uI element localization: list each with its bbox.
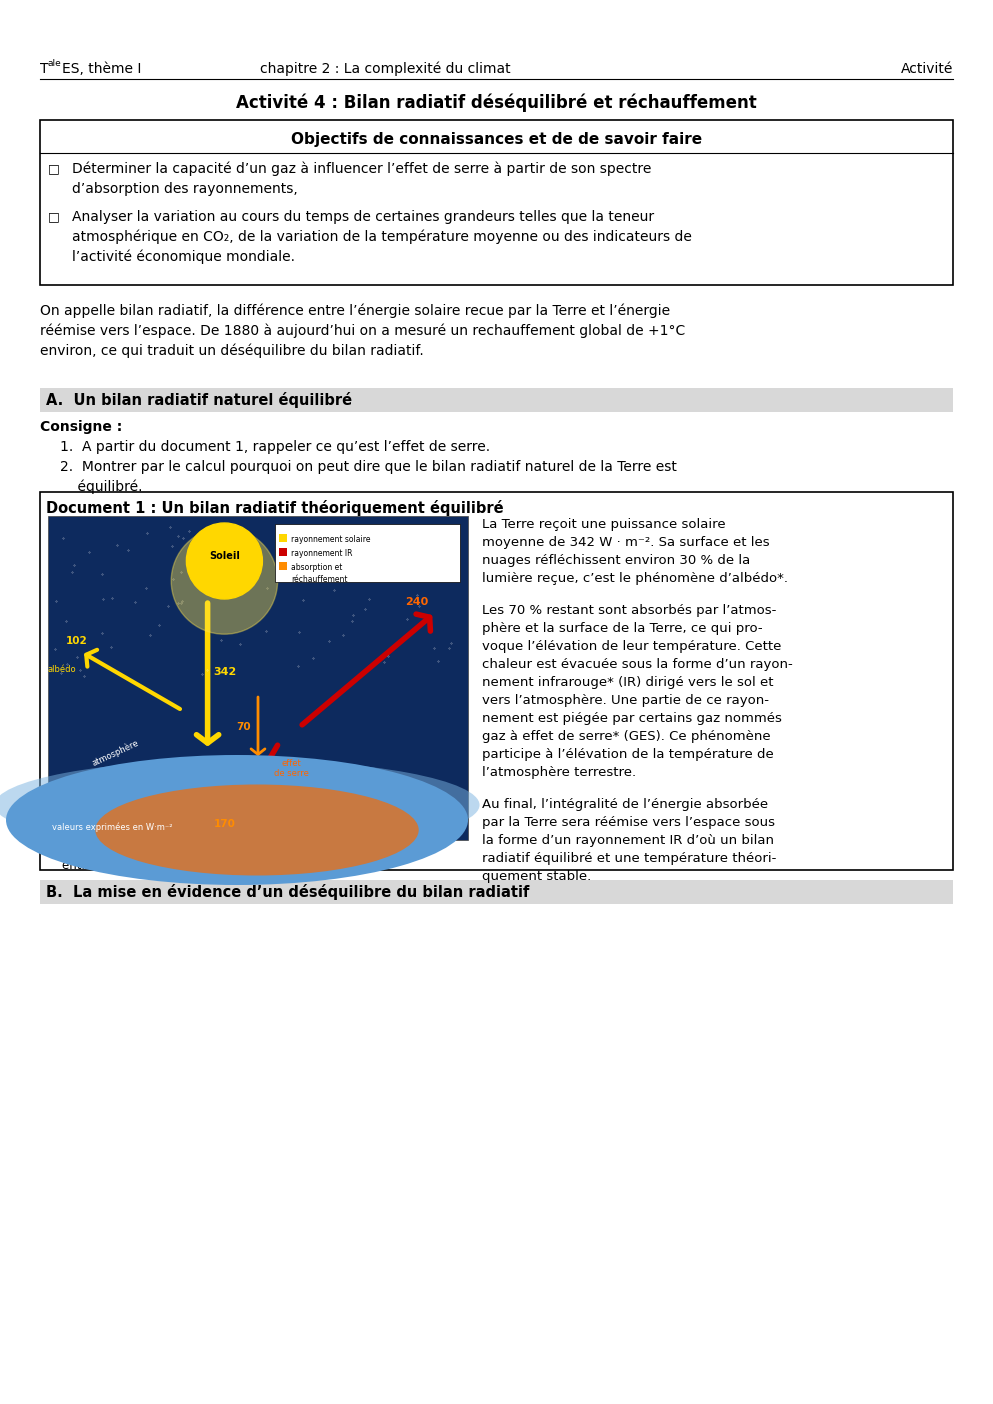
Text: □: □ xyxy=(48,211,60,223)
Text: absorption et: absorption et xyxy=(291,563,343,571)
Text: T: T xyxy=(40,62,49,76)
Text: 2.  Montrer par le calcul pourquoi on peut dire que le bilan radiatif naturel de: 2. Montrer par le calcul pourquoi on peu… xyxy=(60,461,677,475)
Text: lumière reçue, c’est le phénomène d’albédo*.: lumière reçue, c’est le phénomène d’albé… xyxy=(482,571,788,585)
Text: Au final, l’intégralité de l’énergie absorbée: Au final, l’intégralité de l’énergie abs… xyxy=(482,797,769,812)
Bar xyxy=(275,524,460,583)
Text: environ, ce qui traduit un déséquilibre du bilan radiatif.: environ, ce qui traduit un déséquilibre … xyxy=(40,343,424,358)
Ellipse shape xyxy=(0,760,480,851)
Text: nement infrarouge* (IR) dirigé vers le sol et: nement infrarouge* (IR) dirigé vers le s… xyxy=(482,675,774,689)
Bar xyxy=(48,517,468,840)
Text: 102: 102 xyxy=(66,636,87,646)
Bar xyxy=(40,119,953,285)
Circle shape xyxy=(187,524,262,600)
Text: voque l’élévation de leur température. Cette: voque l’élévation de leur température. C… xyxy=(482,640,781,653)
Bar xyxy=(40,491,953,870)
Text: 240: 240 xyxy=(405,597,428,607)
Bar xyxy=(279,548,287,556)
Text: quement stable.: quement stable. xyxy=(482,870,591,883)
Bar xyxy=(279,562,287,570)
Text: ale: ale xyxy=(48,59,62,67)
Text: ES, thème I: ES, thème I xyxy=(62,62,141,76)
Text: 342: 342 xyxy=(213,667,237,677)
Text: rayonnement IR: rayonnement IR xyxy=(291,549,353,557)
Text: nement est piégée par certains gaz nommés: nement est piégée par certains gaz nommé… xyxy=(482,712,781,724)
Text: Soleil: Soleil xyxy=(209,550,240,562)
Text: Le bilan radiatif terrestre résulte d’échanges complexes: Le bilan radiatif terrestre résulte d’éc… xyxy=(62,847,393,861)
Text: 1.  A partir du document 1, rappeler ce qu’est l’effet de serre.: 1. A partir du document 1, rappeler ce q… xyxy=(60,439,491,453)
Text: A.  Un bilan radiatif naturel équilibré: A. Un bilan radiatif naturel équilibré xyxy=(46,392,353,409)
Text: gaz à effet de serre* (GES). Ce phénomène: gaz à effet de serre* (GES). Ce phénomèn… xyxy=(482,730,771,743)
Text: réémise vers l’espace. De 1880 à aujourd’hui on a mesuré un rechauffement global: réémise vers l’espace. De 1880 à aujourd… xyxy=(40,323,685,337)
Text: d’absorption des rayonnements,: d’absorption des rayonnements, xyxy=(72,183,298,197)
Text: effet
de serre: effet de serre xyxy=(274,760,309,778)
Text: Objectifs de connaissances et de de savoir faire: Objectifs de connaissances et de de savo… xyxy=(291,132,702,147)
Text: On appelle bilan radiatif, la différence entre l’énergie solaire recue par la Te: On appelle bilan radiatif, la différence… xyxy=(40,303,670,317)
Text: B.  La mise en évidence d’un déséquilibre du bilan radiatif: B. La mise en évidence d’un déséquilibre… xyxy=(46,885,529,900)
Text: moyenne de 342 W · m⁻². Sa surface et les: moyenne de 342 W · m⁻². Sa surface et le… xyxy=(482,536,770,549)
Text: Document 1 : Un bilan radiatif théoriquement équilibré: Document 1 : Un bilan radiatif théorique… xyxy=(46,500,503,517)
Text: Les 70 % restant sont absorbés par l’atmos-: Les 70 % restant sont absorbés par l’atm… xyxy=(482,604,777,616)
Text: radiatif équilibré et une température théori-: radiatif équilibré et une température th… xyxy=(482,852,777,865)
Text: rayonnement solaire: rayonnement solaire xyxy=(291,535,370,543)
Text: 70: 70 xyxy=(236,722,251,731)
Text: l’activité économique mondiale.: l’activité économique mondiale. xyxy=(72,250,295,264)
Text: nuages réfléchissent environ 30 % de la: nuages réfléchissent environ 30 % de la xyxy=(482,555,751,567)
Text: Déterminer la capacité d’un gaz à influencer l’effet de serre à partir de son sp: Déterminer la capacité d’un gaz à influe… xyxy=(72,161,651,177)
Text: vers l’atmosphère. Une partie de ce rayon-: vers l’atmosphère. Une partie de ce rayo… xyxy=(482,694,769,708)
Text: albédo: albédo xyxy=(48,665,75,674)
Circle shape xyxy=(171,528,278,635)
Text: entre l’espace, l’atmosphère et la surface de la Terre.: entre l’espace, l’atmosphère et la surfa… xyxy=(62,859,379,872)
Text: Activité 4 : Bilan radiatif déséquilibré et réchauffement: Activité 4 : Bilan radiatif déséquilibré… xyxy=(236,94,757,112)
Text: valeurs exprimées en W·m⁻²: valeurs exprimées en W·m⁻² xyxy=(52,823,173,833)
Bar xyxy=(40,880,953,904)
Text: par la Terre sera réémise vers l’espace sous: par la Terre sera réémise vers l’espace … xyxy=(482,816,775,828)
Text: équilibré.: équilibré. xyxy=(60,480,143,494)
Ellipse shape xyxy=(95,785,419,876)
Text: Analyser la variation au cours du temps de certaines grandeurs telles que la ten: Analyser la variation au cours du temps … xyxy=(72,211,654,225)
Text: □: □ xyxy=(48,161,60,176)
Text: La Terre reçoit une puissance solaire: La Terre reçoit une puissance solaire xyxy=(482,518,726,531)
Text: réchauffement: réchauffement xyxy=(291,576,348,584)
Text: atmosphérique en CO₂, de la variation de la température moyenne ou des indicateu: atmosphérique en CO₂, de la variation de… xyxy=(72,230,692,244)
Text: la forme d’un rayonnement IR d’où un bilan: la forme d’un rayonnement IR d’où un bil… xyxy=(482,834,774,847)
Bar xyxy=(279,534,287,542)
Text: participe à l’élévation de la température de: participe à l’élévation de la températur… xyxy=(482,748,774,761)
Text: Consigne :: Consigne : xyxy=(40,420,122,434)
Text: Activité: Activité xyxy=(901,62,953,76)
Ellipse shape xyxy=(6,755,468,885)
Text: 170: 170 xyxy=(213,819,235,828)
Text: chapitre 2 : La complexité du climat: chapitre 2 : La complexité du climat xyxy=(260,62,510,76)
Text: atmosphère: atmosphère xyxy=(90,737,140,768)
Bar xyxy=(48,847,58,856)
Text: l’atmosphère terrestre.: l’atmosphère terrestre. xyxy=(482,767,637,779)
Bar xyxy=(40,388,953,411)
Text: chaleur est évacuée sous la forme d’un rayon-: chaleur est évacuée sous la forme d’un r… xyxy=(482,658,792,671)
Text: phère et la surface de la Terre, ce qui pro-: phère et la surface de la Terre, ce qui … xyxy=(482,622,763,635)
